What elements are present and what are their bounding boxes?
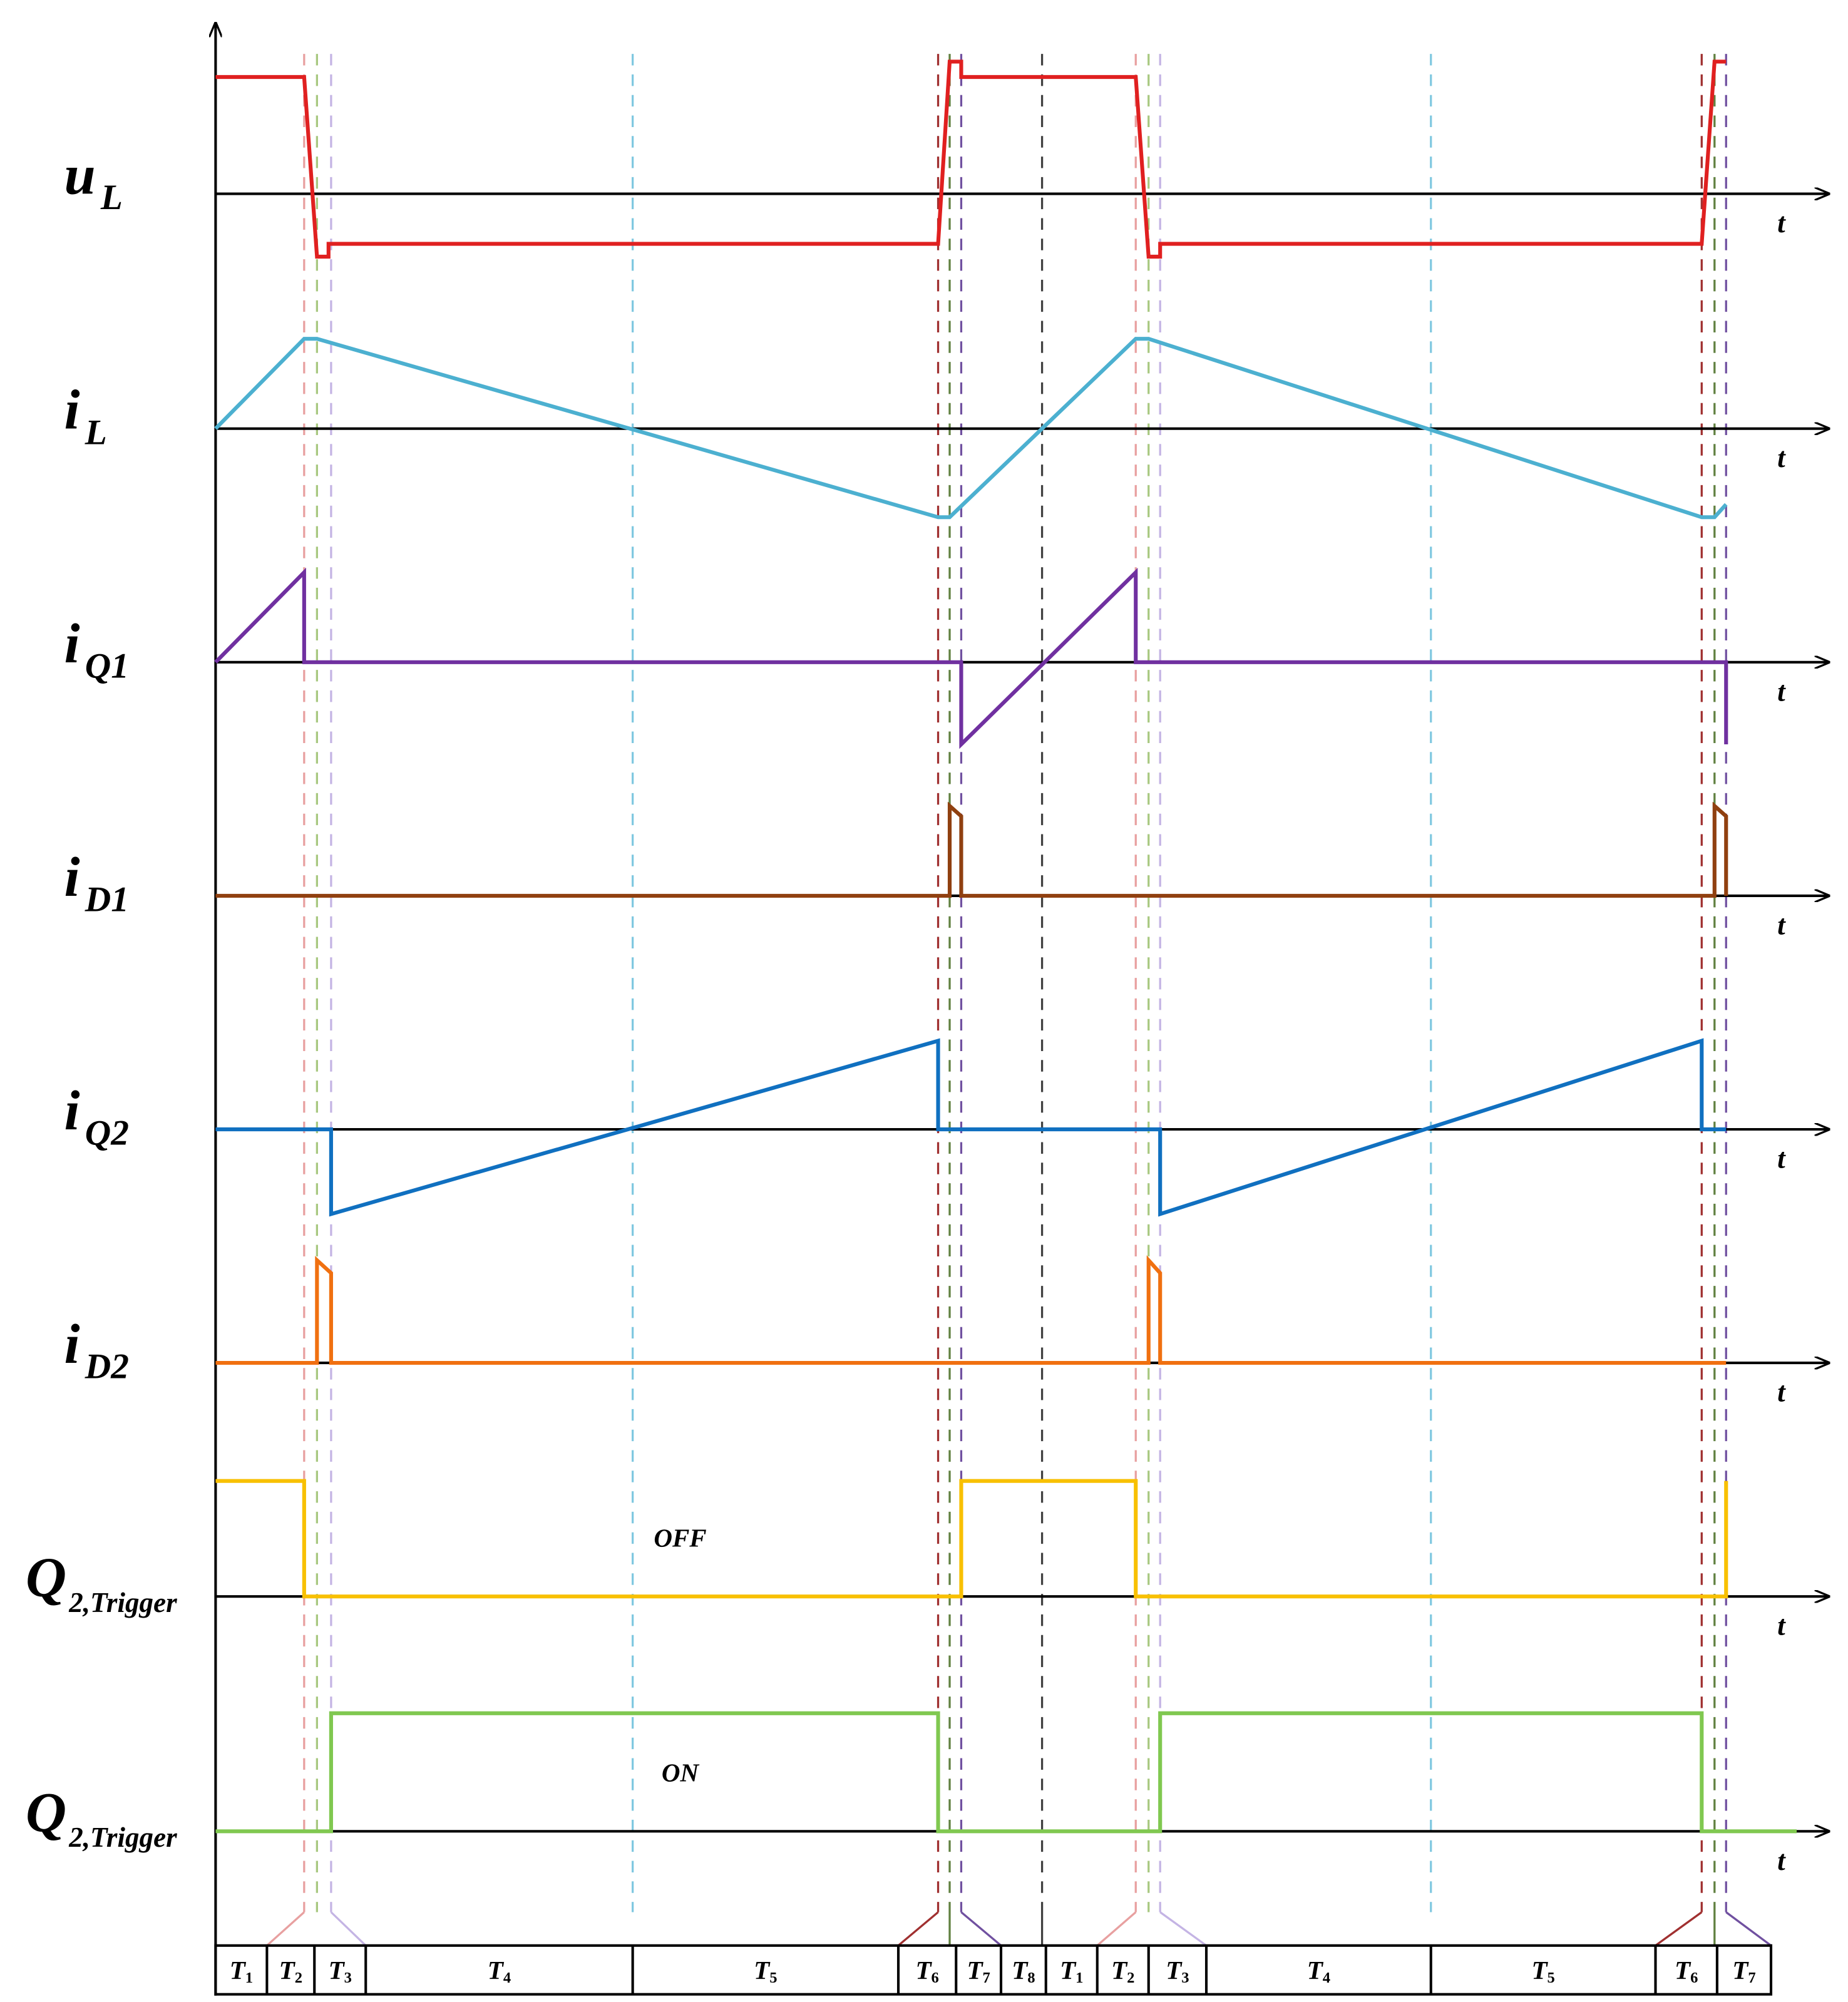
state-label: OFF: [654, 1523, 706, 1552]
time-label: t: [1777, 442, 1786, 473]
interval-sub: 3: [344, 1969, 352, 1986]
interval-main: T: [1675, 1956, 1691, 1984]
trace-label: i Q1: [64, 612, 129, 686]
waveform: [215, 1711, 1797, 1834]
interval-label: T5: [754, 1956, 777, 1986]
funnel-line: [1096, 1911, 1137, 1947]
waveform: [215, 1255, 1727, 1365]
funnel-line: [960, 1911, 1002, 1947]
interval-main: T: [1307, 1956, 1324, 1984]
interval-main: T: [967, 1956, 983, 1984]
interval-label: T4: [488, 1956, 511, 1986]
waveform: [215, 1479, 1728, 1599]
trace-label-main: i: [64, 1079, 80, 1142]
funnel-line: [1655, 1911, 1703, 1947]
trace-label-sub: Q2: [85, 1114, 129, 1153]
state-label: ON: [662, 1758, 700, 1787]
time-label: t: [1777, 1143, 1786, 1174]
interval-label: T6: [1675, 1956, 1698, 1986]
time-label: t: [1777, 207, 1786, 239]
interval-label: T8: [1012, 1956, 1035, 1986]
trace-label: i D2: [64, 1313, 129, 1387]
interval-main: T: [1060, 1956, 1077, 1984]
trace-label: i Q2: [64, 1079, 129, 1153]
interval-sub: 1: [245, 1969, 253, 1986]
interval-main: T: [754, 1956, 771, 1984]
trace-label-main: i: [64, 846, 80, 908]
interval-main: T: [1166, 1956, 1183, 1984]
interval-label: T5: [1531, 1956, 1554, 1986]
interval-label: T1: [230, 1956, 253, 1986]
trace-label-main: i: [64, 1313, 80, 1375]
waveform: [215, 59, 1727, 259]
interval-sub: 3: [1181, 1969, 1189, 1986]
interval-sub: 7: [983, 1969, 990, 1986]
interval-sub: 7: [1748, 1969, 1755, 1986]
interval-main: T: [488, 1956, 505, 1984]
funnel-line: [266, 1911, 305, 1947]
interval-label: T2: [1111, 1956, 1134, 1986]
interval-main: T: [915, 1956, 932, 1984]
interval-sub: 5: [1548, 1969, 1555, 1986]
time-label: t: [1777, 909, 1786, 940]
waveform: [214, 337, 1728, 520]
trace-label-main: u: [64, 144, 96, 207]
trace-label-main: Q: [26, 1546, 66, 1609]
interval-label: T7: [1732, 1956, 1755, 1986]
waveform: [214, 567, 1728, 749]
trace-label: Q 2,Trigger: [26, 1546, 177, 1618]
waveform: [215, 801, 1728, 898]
waveform: [215, 1038, 1727, 1217]
interval-label: T6: [915, 1956, 938, 1986]
interval-main: T: [329, 1956, 346, 1984]
interval-main: T: [1732, 1956, 1749, 1984]
time-label: t: [1777, 1610, 1786, 1641]
interval-sub: 2: [295, 1969, 302, 1986]
trace-label-sub: L: [100, 178, 123, 217]
interval-sub: 6: [932, 1969, 939, 1986]
interval-sub: 5: [769, 1969, 777, 1986]
interval-main: T: [230, 1956, 247, 1984]
interval-label: T1: [1060, 1956, 1083, 1986]
trace-label-sub: D2: [85, 1347, 129, 1387]
funnel-line: [1725, 1911, 1772, 1947]
interval-label: T4: [1307, 1956, 1330, 1986]
interval-sub: 4: [503, 1969, 511, 1986]
interval-sub: 1: [1075, 1969, 1083, 1986]
trace-label-sub: D1: [85, 880, 129, 920]
interval-box: [214, 1944, 1773, 1996]
interval-label: T2: [279, 1956, 302, 1986]
interval-main: T: [279, 1956, 296, 1984]
time-label: t: [1777, 675, 1786, 707]
trace-label: i D1: [64, 846, 129, 920]
interval-main: T: [1111, 1956, 1128, 1984]
interval-label: T7: [967, 1956, 990, 1986]
funnel-line: [1159, 1911, 1207, 1947]
interval-sub: 8: [1027, 1969, 1035, 1986]
interval-main: T: [1012, 1956, 1029, 1984]
interval-label: T3: [1166, 1956, 1189, 1986]
time-label: t: [1777, 1377, 1786, 1408]
time-label: t: [1777, 1845, 1786, 1876]
funnel-line: [330, 1911, 367, 1946]
interval-sub: 6: [1690, 1969, 1698, 1986]
interval-main: T: [1531, 1956, 1548, 1984]
trace-label-sub: 2,Trigger: [68, 1587, 177, 1618]
trace-label: Q 2,Trigger: [26, 1781, 177, 1853]
trace-label-sub: Q1: [85, 646, 129, 685]
funnel-line: [897, 1911, 939, 1947]
trace-label-sub: L: [85, 413, 107, 452]
interval-sub: 4: [1323, 1969, 1330, 1986]
interval-label: T3: [329, 1956, 352, 1986]
trace-label-main: Q: [26, 1781, 66, 1844]
trace-label-main: i: [64, 379, 80, 441]
trace-label-sub: 2,Trigger: [68, 1822, 177, 1853]
interval-sub: 2: [1127, 1969, 1134, 1986]
trace-label-main: i: [64, 612, 80, 675]
